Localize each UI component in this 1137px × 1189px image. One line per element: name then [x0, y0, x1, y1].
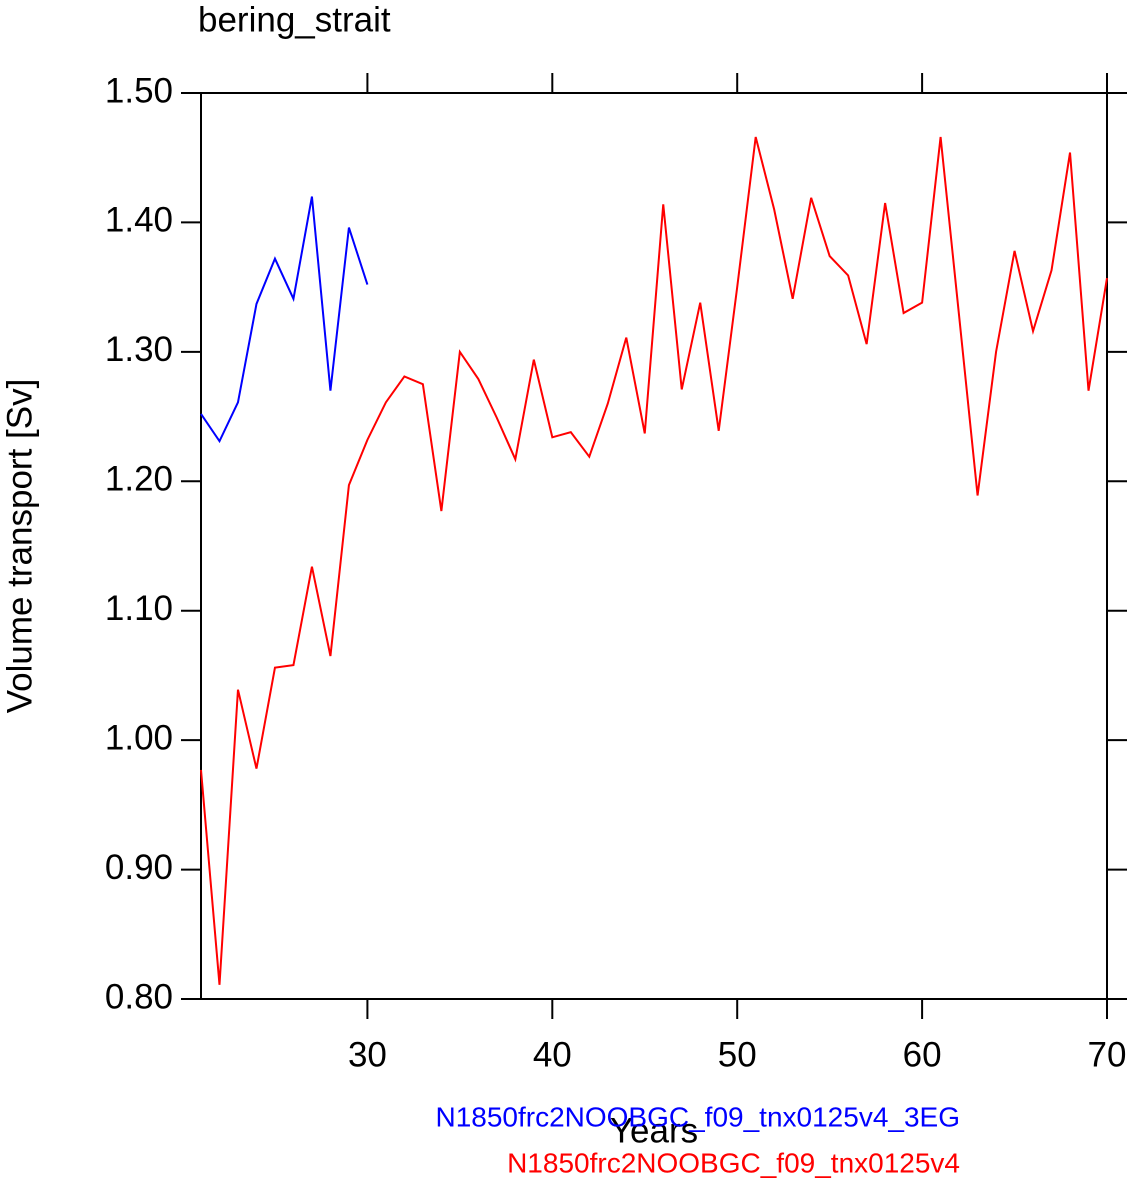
- y-tick-label: 1.00: [105, 718, 173, 757]
- x-tick-label: 60: [903, 1035, 942, 1074]
- series-line: [200, 196, 369, 444]
- x-tick-label: 30: [348, 1035, 387, 1074]
- y-tick-label: 1.10: [105, 589, 173, 628]
- y-tick-label: 1.20: [105, 460, 173, 499]
- x-tick-label: 50: [718, 1035, 757, 1074]
- legend-entry: N1850frc2NOOBGC_f09_tnx0125v4: [507, 1147, 960, 1178]
- y-tick-label: 1.30: [105, 330, 173, 369]
- x-axis-label: Years: [610, 1111, 698, 1150]
- series-line: [200, 136, 1108, 985]
- y-tick-label: 1.50: [105, 71, 173, 110]
- x-tick-label: 70: [1088, 1035, 1127, 1074]
- x-tick-label: 40: [533, 1035, 572, 1074]
- chart-title: bering_strait: [198, 0, 391, 39]
- plot-frame: [200, 92, 1108, 1000]
- legend-entry: N1850frc2NOOBGC_f09_tnx0125v4_3EG: [435, 1101, 960, 1132]
- y-tick-label: 0.90: [105, 848, 173, 887]
- y-axis-label: Volume transport [Sv]: [0, 379, 39, 714]
- y-tick-label: 0.80: [105, 977, 173, 1016]
- y-tick-label: 1.40: [105, 201, 173, 240]
